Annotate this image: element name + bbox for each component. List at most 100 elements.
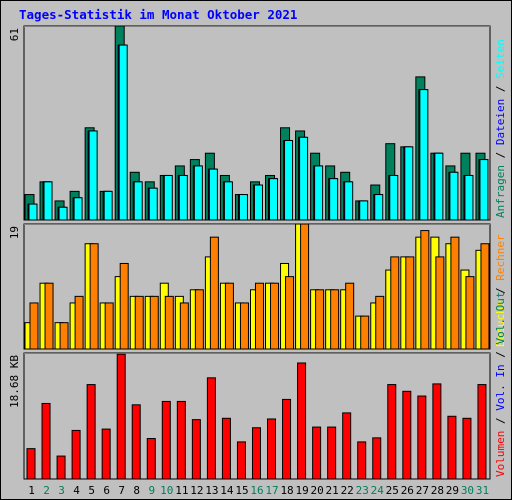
bar-volumen-day-17 bbox=[267, 418, 277, 480]
panel-middle: 19 Besuche / Rechner bbox=[8, 223, 507, 350]
x-tick-day-7: 7 bbox=[118, 484, 125, 497]
x-tick-day-26: 26 bbox=[401, 484, 414, 497]
legend-bottom-part-4: Vol. Out bbox=[494, 292, 507, 345]
x-tick-day-22: 22 bbox=[341, 484, 354, 497]
panel-top: 61 Anfragen / Dateien / Seiten bbox=[8, 25, 507, 221]
bar-seiten-day-4 bbox=[73, 197, 83, 221]
bar-rechner-day-20 bbox=[315, 289, 325, 350]
bar-rechner-day-13 bbox=[209, 236, 219, 350]
legend-middle-part-1: / bbox=[494, 281, 507, 301]
bar-rechner-day-19 bbox=[300, 223, 310, 350]
bar-seiten-day-12 bbox=[193, 165, 203, 221]
legend-top-part-2: Dateien bbox=[494, 99, 507, 145]
x-tick-day-5: 5 bbox=[88, 484, 95, 497]
chart-title: Tages-Statistik im Monat Oktober 2021 bbox=[19, 7, 297, 22]
bar-volumen-day-18 bbox=[282, 398, 292, 480]
bar-volumen-day-27 bbox=[417, 395, 427, 480]
bar-rechner-day-17 bbox=[270, 282, 280, 350]
bar-volumen-day-21 bbox=[327, 426, 337, 480]
bar-volumen-day-28 bbox=[432, 383, 442, 480]
x-tick-day-8: 8 bbox=[133, 484, 140, 497]
bar-rechner-day-7 bbox=[119, 262, 129, 350]
bar-volumen-day-6 bbox=[101, 428, 111, 480]
x-tick-day-12: 12 bbox=[190, 484, 203, 497]
x-tick-day-18: 18 bbox=[280, 484, 293, 497]
bar-volumen-day-10 bbox=[161, 400, 171, 480]
bar-volumen-day-12 bbox=[191, 419, 201, 480]
bar-volumen-day-31 bbox=[477, 384, 487, 480]
bar-seiten-day-22 bbox=[344, 181, 354, 221]
bar-volumen-day-30 bbox=[462, 417, 472, 480]
bar-seiten-day-26 bbox=[404, 146, 414, 221]
bar-seiten-day-13 bbox=[208, 168, 218, 221]
panel-top-legend: Anfragen / Dateien / Seiten bbox=[494, 39, 507, 218]
bar-volumen-day-29 bbox=[447, 415, 457, 480]
bar-rechner-day-9 bbox=[149, 295, 159, 350]
x-tick-day-4: 4 bbox=[73, 484, 80, 497]
legend-middle-part-2: Rechner bbox=[494, 234, 507, 281]
bar-seiten-day-27 bbox=[419, 89, 429, 221]
legend-top-part-1: / bbox=[494, 145, 507, 165]
bar-volumen-day-3 bbox=[56, 455, 66, 480]
x-tick-day-16: 16 bbox=[250, 484, 263, 497]
bar-volumen-day-5 bbox=[86, 384, 96, 480]
bar-volumen-day-15 bbox=[236, 441, 246, 480]
x-tick-day-28: 28 bbox=[431, 484, 444, 497]
panel-bottom-bars bbox=[26, 353, 487, 480]
bar-seiten-day-28 bbox=[434, 152, 444, 221]
bar-rechner-day-14 bbox=[224, 282, 234, 350]
bar-rechner-day-3 bbox=[59, 322, 69, 350]
bar-seiten-day-23 bbox=[359, 200, 369, 221]
bar-rechner-day-6 bbox=[104, 302, 114, 350]
bar-volumen-day-26 bbox=[402, 390, 412, 480]
bar-rechner-day-28 bbox=[435, 256, 445, 350]
bar-seiten-day-1 bbox=[28, 203, 38, 221]
bar-volumen-day-1 bbox=[26, 448, 36, 480]
legend-bottom-part-2: Vol. In bbox=[494, 364, 507, 410]
bar-volumen-day-19 bbox=[297, 362, 307, 480]
x-tick-day-25: 25 bbox=[386, 484, 399, 497]
bar-rechner-day-27 bbox=[420, 230, 430, 350]
x-tick-day-15: 15 bbox=[235, 484, 248, 497]
x-tick-day-13: 13 bbox=[205, 484, 218, 497]
bar-seiten-day-25 bbox=[389, 174, 399, 221]
bar-volumen-day-2 bbox=[41, 402, 51, 480]
bar-seiten-day-2 bbox=[43, 181, 53, 221]
x-tick-day-6: 6 bbox=[103, 484, 110, 497]
bar-seiten-day-6 bbox=[103, 190, 113, 221]
bar-seiten-day-20 bbox=[314, 165, 324, 221]
legend-bottom-part-3: / bbox=[494, 345, 507, 365]
bar-volumen-day-9 bbox=[146, 438, 156, 480]
x-tick-day-29: 29 bbox=[446, 484, 459, 497]
bar-seiten-day-17 bbox=[269, 178, 279, 221]
bar-seiten-day-10 bbox=[163, 174, 173, 221]
panel-top-scale-label: 61 bbox=[8, 28, 21, 41]
bar-seiten-day-11 bbox=[178, 174, 188, 221]
bar-rechner-day-26 bbox=[405, 256, 415, 350]
bar-rechner-day-29 bbox=[450, 236, 460, 350]
bar-rechner-day-22 bbox=[345, 282, 355, 350]
bar-seiten-day-19 bbox=[299, 136, 309, 221]
x-tick-day-17: 17 bbox=[265, 484, 278, 497]
x-tick-day-27: 27 bbox=[416, 484, 429, 497]
bar-rechner-day-8 bbox=[134, 295, 144, 350]
x-tick-day-21: 21 bbox=[326, 484, 339, 497]
legend-top-part-4: Seiten bbox=[494, 39, 507, 79]
panel-bottom: 18.68 KB Volumen / Vol. In / Vol. Out bbox=[8, 292, 507, 480]
bar-seiten-day-3 bbox=[58, 206, 68, 221]
bar-rechner-day-11 bbox=[179, 302, 189, 350]
x-tick-day-2: 2 bbox=[43, 484, 50, 497]
bar-rechner-day-5 bbox=[89, 243, 99, 350]
bar-volumen-day-13 bbox=[206, 377, 216, 480]
x-tick-day-23: 23 bbox=[356, 484, 369, 497]
bar-rechner-day-12 bbox=[194, 289, 204, 350]
bar-volumen-day-24 bbox=[372, 437, 382, 480]
bar-volumen-day-8 bbox=[131, 404, 141, 480]
x-tick-day-3: 3 bbox=[58, 484, 65, 497]
bar-seiten-day-30 bbox=[464, 174, 474, 221]
bar-seiten-day-24 bbox=[374, 194, 384, 221]
bar-seiten-day-31 bbox=[479, 159, 489, 221]
bar-seiten-day-9 bbox=[148, 187, 158, 221]
bar-volumen-day-22 bbox=[342, 412, 352, 480]
bar-volumen-day-25 bbox=[387, 384, 397, 480]
